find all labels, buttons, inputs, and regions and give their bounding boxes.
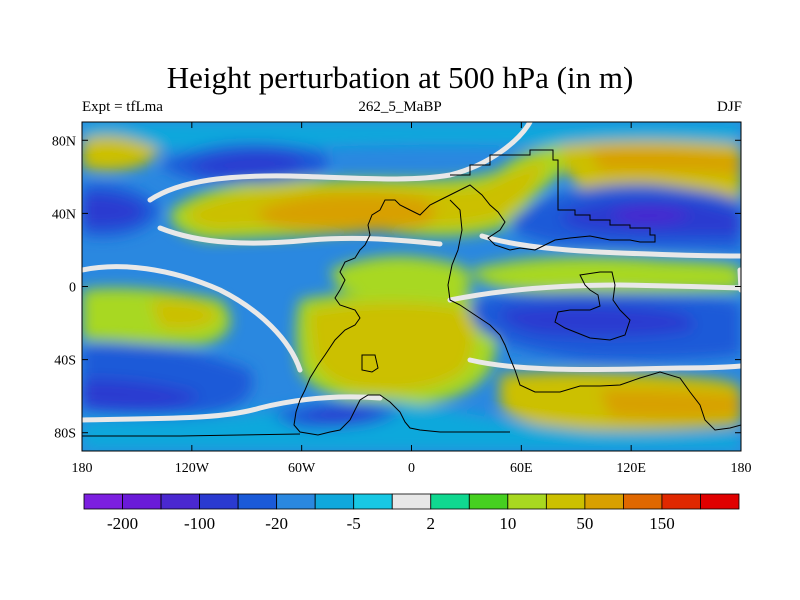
colorbar-swatch bbox=[430, 493, 470, 510]
y-tick-label: 40S bbox=[54, 354, 76, 369]
colorbar-label: -200 bbox=[107, 514, 138, 533]
colorbar-swatch bbox=[661, 493, 701, 510]
colorbar-swatch bbox=[353, 493, 393, 510]
colorbar-swatch bbox=[83, 493, 123, 510]
y-axis-ticks bbox=[82, 139, 741, 434]
continent-outlines bbox=[82, 149, 741, 437]
colorbar bbox=[83, 493, 740, 510]
colorbar-label: 50 bbox=[576, 514, 593, 533]
x-tick-label: 60W bbox=[288, 461, 316, 476]
y-tick-label: 80N bbox=[52, 134, 76, 149]
colorbar-label: -5 bbox=[347, 514, 361, 533]
y-axis-labels: 80N 40N 0 40S 80S bbox=[52, 134, 76, 441]
x-tick-label: 0 bbox=[408, 461, 415, 476]
colorbar-swatch bbox=[468, 493, 509, 510]
colorbar-swatch bbox=[160, 493, 200, 510]
x-tick-label: 180 bbox=[731, 461, 752, 476]
colorbar-swatch bbox=[237, 493, 278, 510]
colorbar-label: -20 bbox=[265, 514, 288, 533]
colorbar-swatch bbox=[199, 493, 239, 510]
contour-field bbox=[82, 122, 741, 451]
y-tick-label: 40N bbox=[52, 207, 76, 222]
colorbar-swatch bbox=[122, 493, 162, 510]
plot-title: Height perturbation at 500 hPa (in m) bbox=[166, 60, 634, 95]
y-tick-label: 0 bbox=[69, 281, 76, 296]
colorbar-swatch bbox=[391, 493, 432, 510]
x-axis-ticks bbox=[81, 122, 742, 451]
colorbar-label: 2 bbox=[427, 514, 436, 533]
colorbar-swatch bbox=[545, 493, 586, 510]
experiment-label: Expt = tfLma bbox=[82, 99, 163, 115]
colorbar-swatch bbox=[584, 493, 624, 510]
colorbar-label: 150 bbox=[649, 514, 675, 533]
colorbar-swatch bbox=[700, 493, 740, 510]
x-tick-label: 180 bbox=[72, 461, 93, 476]
colorbar-labels: -200 -100 -20 -5 2 10 50 150 bbox=[107, 514, 675, 533]
run-label: 262_5_MaBP bbox=[358, 99, 442, 115]
field-regions bbox=[82, 122, 741, 451]
colorbar-swatch bbox=[314, 493, 355, 510]
x-tick-label: 120W bbox=[175, 461, 210, 476]
x-tick-label: 120E bbox=[616, 461, 646, 476]
y-tick-label: 80S bbox=[54, 427, 76, 442]
season-label: DJF bbox=[716, 99, 742, 115]
colorbar-swatch bbox=[623, 493, 663, 510]
x-tick-label: 60E bbox=[510, 461, 533, 476]
colorbar-label: 10 bbox=[499, 514, 516, 533]
colorbar-swatch bbox=[276, 493, 316, 510]
colorbar-swatch bbox=[507, 493, 547, 510]
x-axis-labels: 180 120W 60W 0 60E 120E 180 bbox=[72, 461, 752, 476]
colorbar-label: -100 bbox=[184, 514, 215, 533]
zero-contours bbox=[82, 122, 741, 423]
